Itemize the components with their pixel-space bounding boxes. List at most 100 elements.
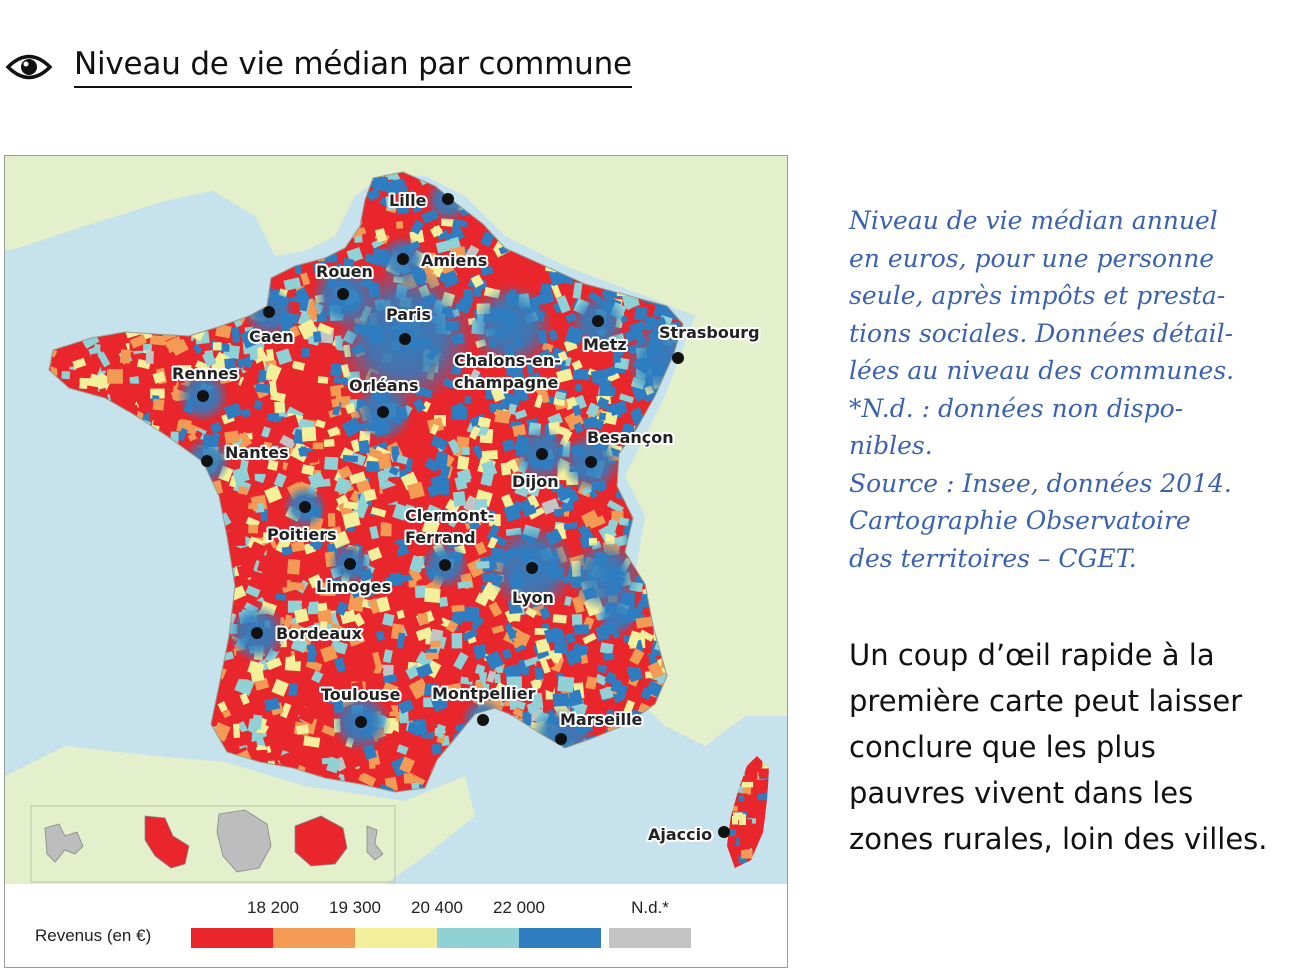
- body-line: zones rurales, loin des villes.: [849, 822, 1268, 856]
- caption-line: seule, après impôts et presta-: [849, 281, 1226, 310]
- commune-cell: [187, 432, 197, 442]
- city-label: Toulouse: [321, 685, 401, 704]
- commune-cell: [389, 705, 398, 717]
- commune-cell: [557, 675, 575, 693]
- commune-cell: [456, 468, 472, 483]
- commune-cell: [373, 575, 385, 588]
- caption-line: tions sociales. Données détail-: [849, 318, 1234, 348]
- commune-cell: [303, 735, 321, 748]
- commune-cell: [290, 540, 306, 553]
- commune-cell: [740, 784, 752, 795]
- commune-cell: [445, 620, 459, 634]
- commune-cell: [436, 510, 450, 520]
- commune-cell: [338, 465, 353, 480]
- legend-swatch: [191, 928, 273, 948]
- commune-cell: [424, 683, 440, 697]
- commune-cell: [258, 434, 276, 448]
- commune-cell: [311, 691, 325, 707]
- commune-cell: [277, 751, 296, 768]
- commune-cell: [737, 805, 749, 812]
- commune-cell: [215, 323, 232, 339]
- commune-cell: [504, 622, 517, 640]
- commune-cell: [487, 536, 498, 550]
- commune-cell: [441, 670, 453, 685]
- commune-cell: [348, 633, 366, 647]
- commune-cell: [377, 452, 392, 470]
- commune-cell: [729, 806, 738, 812]
- urban-area-halo: [469, 284, 553, 368]
- city-marker: [197, 390, 209, 402]
- commune-cell: [358, 771, 377, 787]
- commune-cell: [376, 783, 394, 792]
- commune-cell: [758, 815, 769, 824]
- commune-cell: [403, 773, 414, 784]
- commune-cell: [761, 761, 769, 774]
- commune-cell: [512, 707, 525, 718]
- commune-cell: [368, 598, 381, 615]
- city-marker: [299, 501, 311, 513]
- commune-cell: [376, 596, 391, 613]
- commune-cell: [470, 274, 484, 288]
- commune-cell: [467, 368, 481, 385]
- commune-cell: [527, 494, 540, 509]
- commune-cell: [407, 481, 425, 500]
- commune-cell: [381, 538, 401, 557]
- commune-cell: [732, 816, 738, 825]
- commune-cell: [623, 634, 631, 643]
- urban-area-halo: [569, 540, 641, 612]
- commune-cell: [446, 682, 463, 698]
- mayotte-shape: [366, 825, 384, 861]
- commune-cell: [279, 434, 297, 450]
- commune-cell: [237, 721, 249, 734]
- legend-swatch: [609, 928, 691, 948]
- neighbor-countries: [5, 156, 787, 884]
- city-label: Lille: [389, 191, 427, 210]
- commune-cell: [368, 762, 376, 769]
- commune-cell: [448, 511, 462, 528]
- commune-cell: [415, 663, 433, 679]
- commune-cell: [463, 288, 474, 303]
- commune-cell: [267, 459, 279, 471]
- commune-cell: [396, 609, 405, 620]
- commune-cell: [481, 460, 498, 478]
- commune-cell: [226, 707, 240, 723]
- commune-cell: [194, 360, 211, 373]
- commune-cell: [298, 397, 315, 408]
- commune-cell: [742, 759, 753, 771]
- city-marker: [337, 288, 349, 300]
- commune-cell: [382, 682, 399, 697]
- reunion-shape: [294, 815, 348, 867]
- commune-cell: [494, 673, 501, 684]
- commune-cell: [567, 689, 584, 707]
- commune-cell: [486, 524, 500, 542]
- commune-cell: [287, 559, 301, 575]
- commune-cell: [609, 400, 628, 416]
- commune-cell: [543, 626, 562, 644]
- city-marker: [439, 559, 451, 571]
- commune-cell: [342, 511, 361, 529]
- commune-cell: [480, 231, 495, 247]
- caption-line: *N.d. : données non dispo-: [849, 393, 1184, 423]
- legend-tick-label: 18 200: [247, 898, 299, 917]
- commune-cell: [280, 414, 300, 432]
- map-legend: Revenus (en €) 18 200 19 300 20 400 22 000 N…: [5, 884, 787, 967]
- commune-cell: [276, 573, 287, 588]
- commune-cell: [523, 371, 542, 387]
- commune-cell: [389, 572, 403, 587]
- commune-cell: [271, 678, 289, 697]
- commune-cell: [486, 670, 497, 683]
- commune-cell: [599, 686, 614, 701]
- commune-cell: [554, 508, 565, 517]
- commune-cell: [342, 454, 359, 463]
- commune-cell: [756, 779, 768, 789]
- commune-cell: [499, 690, 517, 703]
- commune-cell: [320, 528, 333, 536]
- commune-cell: [445, 526, 456, 538]
- commune-cell: [262, 734, 276, 747]
- commune-cell: [256, 555, 277, 575]
- commune-cell: [367, 515, 380, 529]
- commune-cell: [234, 676, 255, 696]
- commune-cell: [239, 545, 253, 561]
- commune-cell: [289, 325, 301, 338]
- commune-cell: [248, 524, 259, 534]
